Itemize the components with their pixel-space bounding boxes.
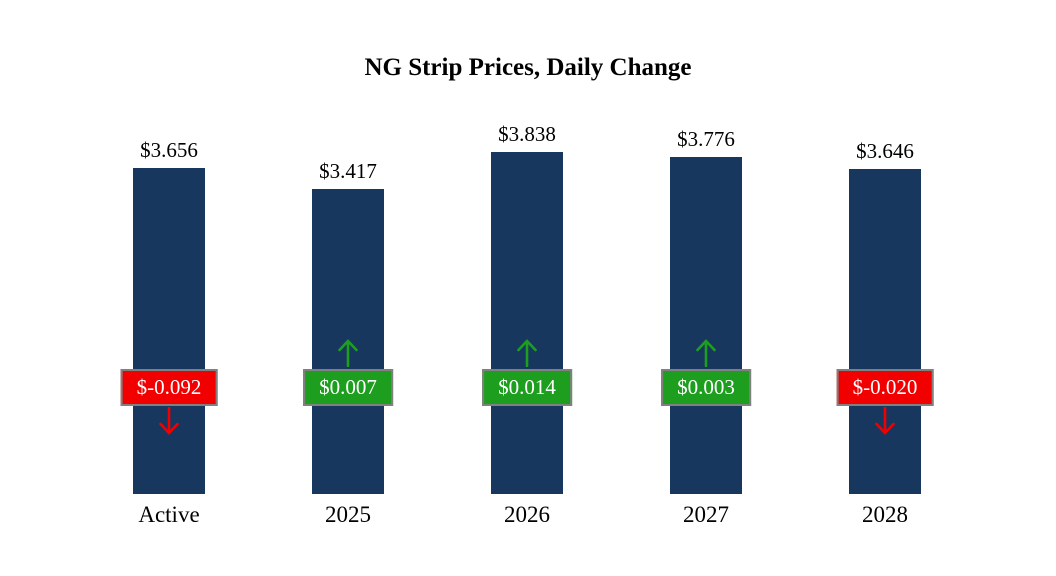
price-label: $3.646 bbox=[856, 139, 914, 163]
bar-column: $3.838 $0.014 2026 bbox=[438, 0, 617, 576]
change-arrow-icon bbox=[875, 407, 895, 435]
price-bar bbox=[670, 157, 742, 494]
change-arrow-icon bbox=[159, 407, 179, 435]
price-label: $3.838 bbox=[498, 122, 556, 146]
change-badge: $-0.092 bbox=[120, 369, 218, 406]
bar-column: $3.776 $0.003 2027 bbox=[617, 0, 796, 576]
change-arrow-icon bbox=[517, 339, 537, 367]
bar-column: $3.417 $0.007 2025 bbox=[259, 0, 438, 576]
price-bar bbox=[491, 152, 563, 494]
category-label: 2026 bbox=[504, 502, 550, 527]
change-badge: $0.014 bbox=[482, 369, 572, 406]
chart-title: NG Strip Prices, Daily Change bbox=[364, 54, 692, 81]
price-bar bbox=[849, 169, 921, 494]
change-badge: $0.003 bbox=[661, 369, 751, 406]
category-label: 2025 bbox=[325, 502, 371, 527]
category-label: Active bbox=[138, 502, 200, 527]
change-arrow-icon bbox=[338, 339, 358, 367]
change-badge: $-0.020 bbox=[836, 369, 934, 406]
price-label: $3.417 bbox=[319, 159, 377, 183]
price-bar bbox=[133, 168, 205, 494]
price-label: $3.656 bbox=[140, 138, 198, 162]
change-arrow-icon bbox=[696, 339, 716, 367]
bar-column: $3.656 $-0.092 Active bbox=[80, 0, 259, 576]
bar-column: $3.646 $-0.020 2028 bbox=[796, 0, 975, 576]
change-badge: $0.007 bbox=[303, 369, 393, 406]
category-label: 2027 bbox=[683, 502, 729, 527]
price-label: $3.776 bbox=[677, 127, 735, 151]
category-label: 2028 bbox=[862, 502, 908, 527]
